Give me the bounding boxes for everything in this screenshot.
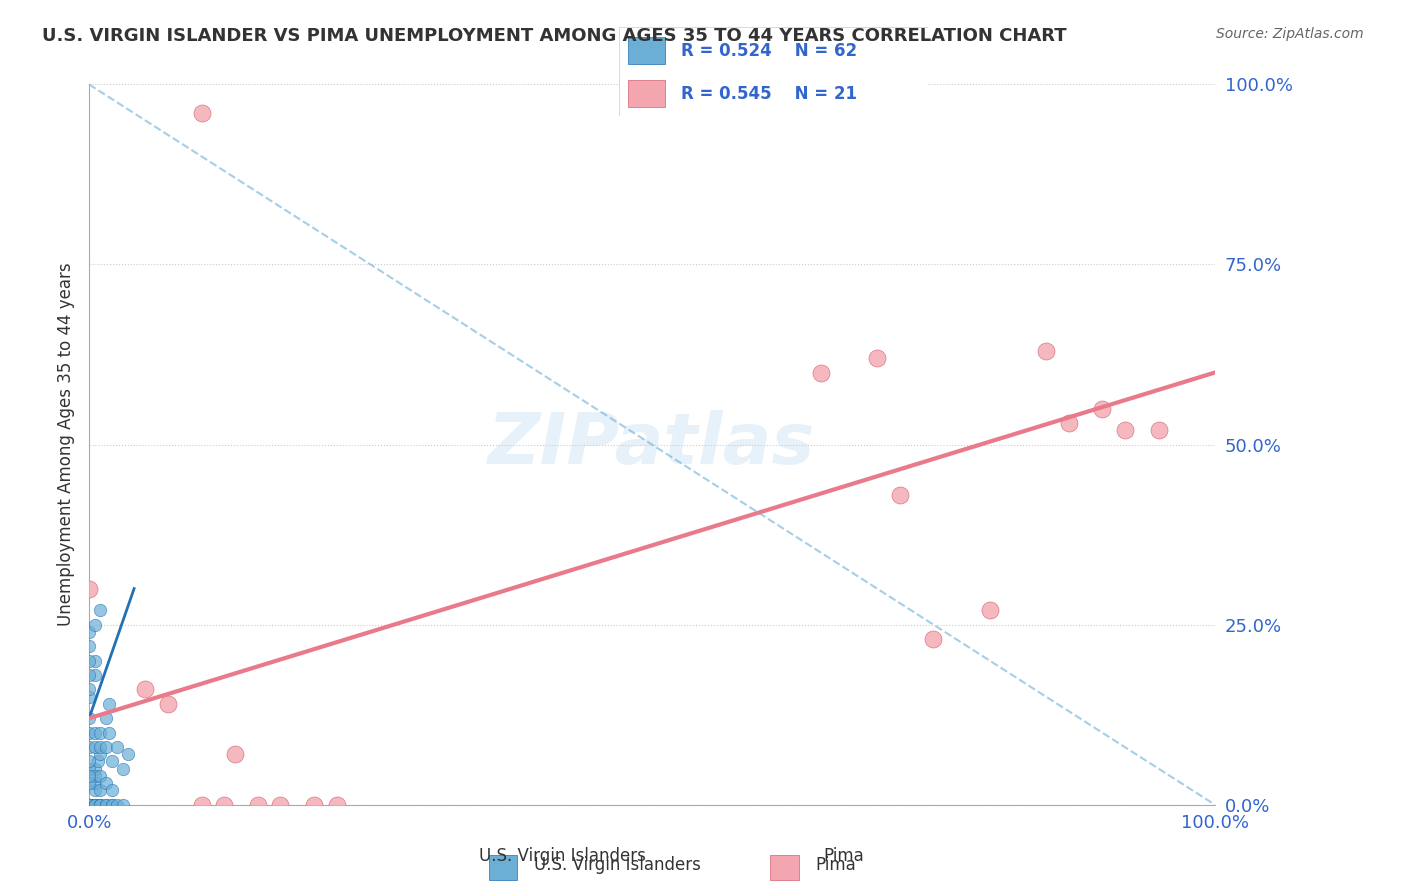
Point xyxy=(83,668,105,682)
Point xyxy=(190,106,212,120)
Point xyxy=(105,740,128,755)
Point xyxy=(1147,423,1170,437)
Text: Pima: Pima xyxy=(815,856,856,874)
Point xyxy=(89,783,111,797)
Text: U.S. Virgin Islanders: U.S. Virgin Islanders xyxy=(479,847,645,865)
Point xyxy=(190,797,212,812)
Point xyxy=(111,762,134,776)
FancyBboxPatch shape xyxy=(628,37,665,64)
Point xyxy=(866,351,889,365)
Point xyxy=(89,603,111,617)
Point xyxy=(111,797,134,812)
Point xyxy=(83,654,105,668)
Text: ZIPatlas: ZIPatlas xyxy=(488,410,815,479)
Point xyxy=(83,797,105,812)
Point xyxy=(89,797,111,812)
Point xyxy=(224,747,246,762)
Point xyxy=(94,797,117,812)
Text: R = 0.524    N = 62: R = 0.524 N = 62 xyxy=(681,42,856,60)
Point xyxy=(77,797,100,812)
Point xyxy=(89,725,111,739)
Point xyxy=(100,755,122,769)
Point xyxy=(89,769,111,783)
Point xyxy=(83,725,105,739)
Point xyxy=(77,797,100,812)
Point xyxy=(100,797,122,812)
Point xyxy=(94,776,117,790)
Point xyxy=(77,797,100,812)
Point xyxy=(77,725,100,739)
Point xyxy=(89,797,111,812)
Point xyxy=(77,755,100,769)
Point xyxy=(98,725,121,739)
Point xyxy=(302,797,325,812)
Point xyxy=(810,366,832,380)
Point xyxy=(269,797,291,812)
Point xyxy=(83,783,105,797)
Point xyxy=(77,762,100,776)
FancyBboxPatch shape xyxy=(619,27,928,116)
Point xyxy=(77,639,100,653)
Point xyxy=(77,797,100,812)
Point xyxy=(83,776,105,790)
Point xyxy=(77,654,100,668)
FancyBboxPatch shape xyxy=(489,855,517,880)
Point xyxy=(89,747,111,762)
Point xyxy=(212,797,235,812)
Point xyxy=(77,797,100,812)
Point xyxy=(77,682,100,697)
Point xyxy=(94,711,117,725)
Point xyxy=(89,740,111,755)
Text: R = 0.545    N = 21: R = 0.545 N = 21 xyxy=(681,85,856,103)
Point xyxy=(77,582,100,596)
Point xyxy=(326,797,349,812)
Point xyxy=(77,740,100,755)
Point xyxy=(100,783,122,797)
Point xyxy=(889,488,911,502)
Point xyxy=(83,797,105,812)
Text: U.S. VIRGIN ISLANDER VS PIMA UNEMPLOYMENT AMONG AGES 35 TO 44 YEARS CORRELATION : U.S. VIRGIN ISLANDER VS PIMA UNEMPLOYMEN… xyxy=(42,27,1067,45)
Point xyxy=(156,697,179,711)
FancyBboxPatch shape xyxy=(770,855,799,880)
Point xyxy=(77,797,100,812)
Point xyxy=(105,797,128,812)
Text: Pima: Pima xyxy=(824,847,863,865)
Y-axis label: Unemployment Among Ages 35 to 44 years: Unemployment Among Ages 35 to 44 years xyxy=(58,263,75,626)
Point xyxy=(77,797,100,812)
Point xyxy=(77,711,100,725)
Point xyxy=(77,690,100,704)
Point xyxy=(1035,343,1057,358)
Point xyxy=(77,797,100,812)
Point xyxy=(94,740,117,755)
Point xyxy=(100,797,122,812)
Point xyxy=(1114,423,1136,437)
Point xyxy=(83,617,105,632)
Point xyxy=(83,769,105,783)
Point xyxy=(83,797,105,812)
Point xyxy=(77,797,100,812)
Point xyxy=(1057,416,1080,430)
Point xyxy=(77,668,100,682)
Point xyxy=(94,797,117,812)
Point xyxy=(922,632,945,646)
Text: U.S. Virgin Islanders: U.S. Virgin Islanders xyxy=(534,856,702,874)
Point xyxy=(83,740,105,755)
Point xyxy=(246,797,269,812)
Point xyxy=(87,755,110,769)
Point xyxy=(98,697,121,711)
Point xyxy=(77,624,100,639)
Point xyxy=(77,769,100,783)
Point xyxy=(134,682,156,697)
Point xyxy=(77,776,100,790)
Point xyxy=(89,797,111,812)
Point xyxy=(979,603,1001,617)
Point xyxy=(83,797,105,812)
FancyBboxPatch shape xyxy=(628,80,665,107)
Point xyxy=(117,747,139,762)
Point xyxy=(1091,401,1114,416)
Point xyxy=(77,797,100,812)
Point xyxy=(83,762,105,776)
Text: Source: ZipAtlas.com: Source: ZipAtlas.com xyxy=(1216,27,1364,41)
